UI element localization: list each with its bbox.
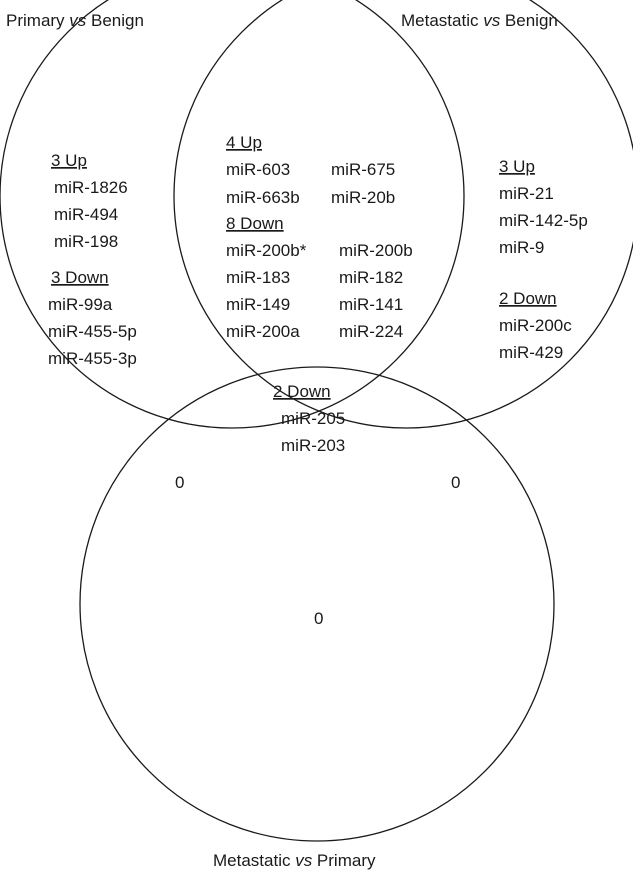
- overlap-down-item: miR-149: [226, 295, 290, 314]
- overlap-up-item: miR-675: [331, 160, 395, 179]
- primary-only-up-item: miR-198: [54, 232, 118, 251]
- overlap-down-item: miR-200b: [339, 241, 413, 260]
- overlap-up-item: miR-20b: [331, 188, 395, 207]
- label-metastatic-vs-primary: Metastatic vs Primary: [213, 851, 376, 870]
- metastatic-only-up-item: miR-9: [499, 238, 544, 257]
- overlap-up-item: miR-603: [226, 160, 290, 179]
- metastatic-only-up-header: 3 Up: [499, 157, 535, 176]
- primary-only-down-item: miR-455-5p: [48, 322, 137, 341]
- center-down-item: miR-203: [281, 436, 345, 455]
- circle-primary-vs-benign: [0, 0, 465, 429]
- overlap-down-item: miR-224: [339, 322, 403, 341]
- primary-only-up-item: miR-1826: [54, 178, 128, 197]
- center-down-header: 2 Down: [273, 382, 331, 401]
- metastatic-only-down-item: miR-200c: [499, 316, 572, 335]
- label-primary-vs-benign: Primary vs Benign: [6, 11, 144, 30]
- overlap-down-item: miR-141: [339, 295, 403, 314]
- overlap-down-item: miR-200b*: [226, 241, 307, 260]
- overlap-up-item: miR-663b: [226, 188, 300, 207]
- circle-metastatic-vs-primary: [79, 366, 555, 842]
- primary-metvprimary-count: 0: [175, 473, 184, 492]
- primary-only-down-item: miR-455-3p: [48, 349, 137, 368]
- overlap-down-header: 8 Down: [226, 214, 284, 233]
- metastatic-metvprimary-count: 0: [451, 473, 460, 492]
- primary-only-down-item: miR-99a: [48, 295, 113, 314]
- overlap-up-header: 4 Up: [226, 133, 262, 152]
- overlap-down-item: miR-200a: [226, 322, 300, 341]
- circle-metastatic-vs-benign: [173, 0, 633, 429]
- metastatic-only-up-item: miR-142-5p: [499, 211, 588, 230]
- metvprimary-only-count: 0: [314, 609, 323, 628]
- primary-only-up-item: miR-494: [54, 205, 118, 224]
- label-metastatic-vs-benign: Metastatic vs Benign: [401, 11, 558, 30]
- overlap-down-item: miR-182: [339, 268, 403, 287]
- center-down-item: miR-205: [281, 409, 345, 428]
- primary-only-down-header: 3 Down: [51, 268, 109, 287]
- metastatic-only-down-item: miR-429: [499, 343, 563, 362]
- metastatic-only-down-header: 2 Down: [499, 289, 557, 308]
- primary-only-up-header: 3 Up: [51, 151, 87, 170]
- metastatic-only-up-item: miR-21: [499, 184, 554, 203]
- overlap-down-item: miR-183: [226, 268, 290, 287]
